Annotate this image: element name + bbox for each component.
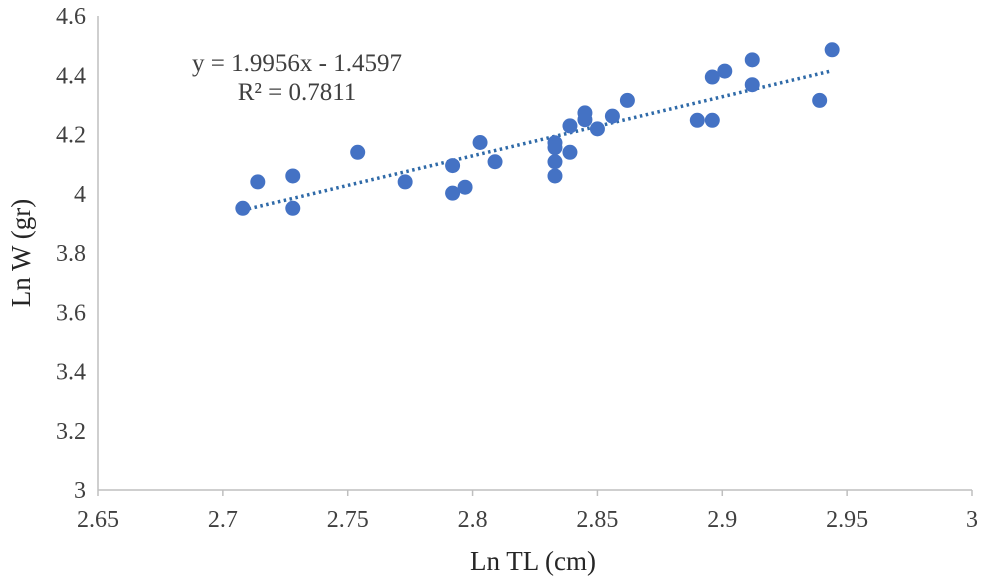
data-point — [445, 158, 461, 174]
y-tick-label: 3.2 — [56, 419, 86, 445]
r-squared-label: R² = 0.7811 — [238, 79, 357, 106]
x-tick-label: 2.9 — [707, 507, 737, 533]
data-point — [562, 144, 578, 160]
data-point — [604, 108, 620, 124]
y-tick-label: 3.6 — [56, 300, 86, 326]
data-point — [744, 77, 760, 93]
data-point — [235, 200, 251, 216]
x-tick-label: 2.8 — [458, 507, 488, 533]
data-point — [547, 168, 563, 184]
data-point — [812, 92, 828, 108]
trendline-layer — [242, 69, 833, 212]
data-point — [445, 185, 461, 201]
data-point — [487, 154, 503, 170]
y-tick-label: 4.4 — [56, 63, 86, 89]
x-tick-label: 2.7 — [208, 507, 238, 533]
x-tick-label: 2.85 — [576, 507, 618, 533]
y-tick-label: 3 — [74, 478, 86, 504]
y-tick-label: 3.8 — [56, 241, 86, 267]
y-tick-label: 4 — [74, 182, 86, 208]
labels-layer: 2.65 2.7 2.75 2.8 2.85 2.9 2.95 3 3 3.2 3.4 3.6 3.8 4… — [56, 4, 978, 533]
x-tick-label: 2.95 — [826, 507, 868, 533]
x-tick-label: 3 — [966, 507, 978, 533]
data-point — [547, 154, 563, 170]
data-point — [704, 112, 720, 128]
y-tick-label: 4.6 — [56, 4, 86, 30]
data-point — [457, 179, 473, 195]
data-point — [250, 174, 266, 190]
data-point — [689, 112, 705, 128]
x-axis-title: Ln TL (cm) — [470, 546, 596, 576]
data-point — [472, 134, 488, 150]
data-point — [704, 69, 720, 85]
data-point — [350, 144, 366, 160]
y-axis-title: Ln W (gr) — [6, 199, 36, 307]
y-tick-label: 4.2 — [56, 123, 86, 149]
data-point — [824, 42, 840, 58]
data-point — [744, 52, 760, 68]
data-point — [285, 168, 301, 184]
x-tick-label: 2.65 — [77, 507, 119, 533]
data-point — [717, 63, 733, 79]
data-point — [285, 200, 301, 216]
axes-layer — [97, 16, 973, 496]
y-tick-label: 3.4 — [56, 360, 86, 386]
data-point — [547, 140, 563, 156]
data-point — [619, 92, 635, 108]
trendline-equation: y = 1.9956x - 1.4597 — [192, 50, 402, 77]
data-point — [589, 121, 605, 137]
points-layer — [235, 42, 840, 216]
data-point — [562, 118, 578, 134]
data-point — [577, 112, 593, 128]
x-tick-label: 2.75 — [327, 507, 369, 533]
data-point — [397, 174, 413, 190]
trendline — [242, 69, 833, 212]
